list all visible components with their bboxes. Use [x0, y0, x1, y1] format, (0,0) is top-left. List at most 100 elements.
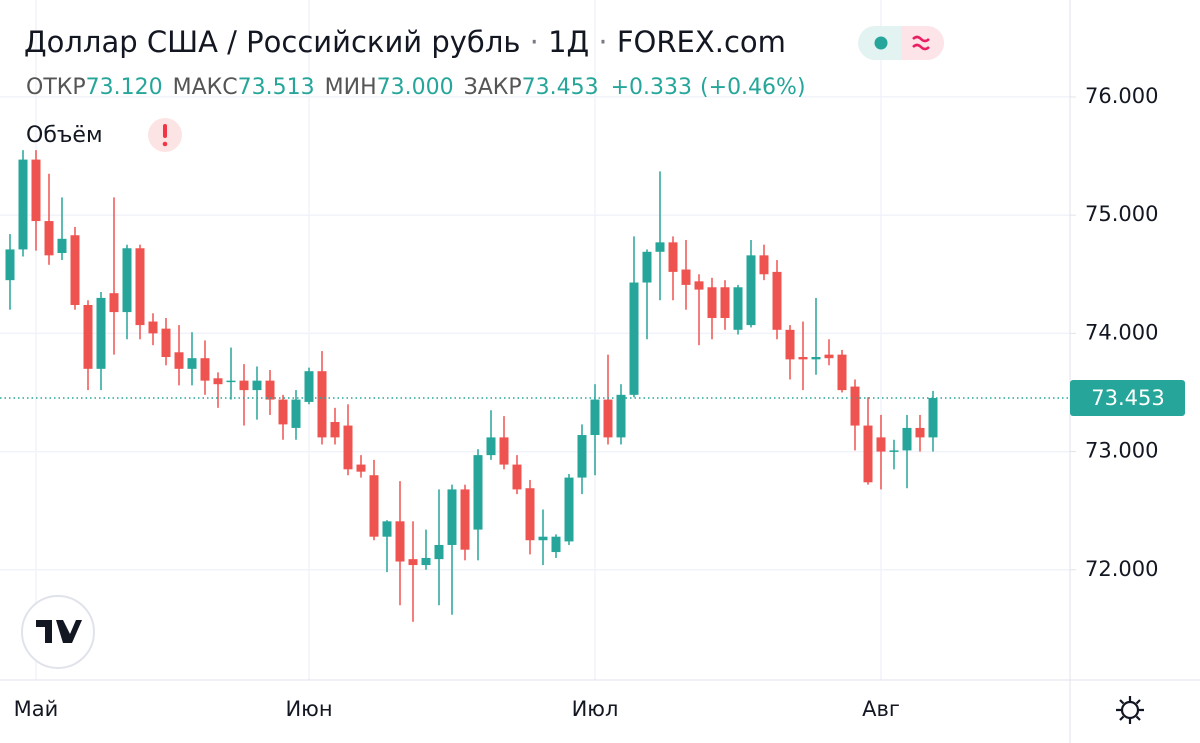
- separator: ·: [589, 25, 617, 59]
- value: 73.513: [238, 75, 315, 100]
- candle-body: [5, 249, 15, 281]
- x-tick-label: Июн: [285, 697, 332, 721]
- candle-body: [928, 398, 938, 438]
- candle-body: [902, 427, 912, 451]
- candle-body: [525, 488, 535, 541]
- warning-icon: [162, 141, 168, 147]
- candle-body: [876, 437, 886, 452]
- interval: 1Д: [548, 25, 589, 59]
- candle-body: [57, 238, 67, 253]
- separator: ·: [520, 25, 548, 59]
- candle-body: [239, 380, 249, 391]
- candle-body: [213, 378, 223, 385]
- candle-body: [759, 255, 769, 275]
- candle-body: [655, 242, 665, 252]
- candle-body: [915, 427, 925, 438]
- candle-body: [642, 251, 652, 283]
- source: FOREX.com: [617, 25, 786, 59]
- candle-body: [434, 544, 444, 560]
- y-tick-label: 72.000: [1085, 557, 1158, 581]
- change: +0.333: [611, 75, 692, 100]
- candle-body: [174, 352, 184, 369]
- candle-body: [317, 371, 327, 438]
- candle-body: [187, 358, 197, 369]
- pill-right[interactable]: [901, 26, 944, 60]
- candle-body: [330, 422, 340, 438]
- value: 73.453: [522, 75, 599, 100]
- candle-body: [447, 489, 457, 545]
- y-tick-label: 73.000: [1085, 439, 1158, 463]
- candle-body: [681, 269, 691, 285]
- candle-body: [603, 399, 613, 438]
- candle-body: [863, 425, 873, 483]
- candle-body: [668, 242, 678, 272]
- symbol: Доллар США / Российский рубль: [24, 25, 520, 59]
- gear-teeth: [1116, 696, 1144, 724]
- label: ОТКР: [26, 75, 86, 100]
- candle-body: [707, 287, 717, 318]
- y-tick-label: 75.000: [1085, 202, 1158, 226]
- candle-body: [135, 248, 145, 326]
- candle-body: [18, 159, 28, 250]
- x-tick-label: Май: [14, 697, 59, 721]
- ohlc-legend: ОТКР73.120 МАКС73.513 МИН73.000 ЗАКР73.453 +…: [26, 75, 806, 100]
- candle-body: [733, 287, 743, 330]
- volume-label: Объём: [26, 123, 103, 148]
- label: МАКС: [173, 75, 238, 100]
- label: ЗАКР: [464, 75, 522, 100]
- status-pill[interactable]: [858, 26, 944, 60]
- candle-body: [200, 358, 210, 381]
- candle-body: [850, 386, 860, 426]
- candles: [5, 150, 938, 622]
- candle-body: [226, 380, 236, 383]
- label: МИН: [325, 75, 377, 100]
- candle-body: [746, 255, 756, 326]
- candle-body: [824, 354, 834, 359]
- candle-body: [278, 399, 288, 425]
- candle-body: [473, 455, 483, 530]
- value: 73.000: [377, 75, 454, 100]
- candle-body: [122, 248, 132, 313]
- candle-body: [70, 235, 80, 305]
- candle-body: [96, 297, 106, 369]
- chart-title: Доллар США / Российский рубль · 1Д · FOR…: [24, 25, 786, 59]
- candle-body: [798, 357, 808, 360]
- candle-body: [629, 282, 639, 395]
- candle-body: [720, 287, 730, 318]
- x-tick-label: Авг: [862, 697, 900, 721]
- candle-body: [499, 437, 509, 465]
- candle-body: [837, 354, 847, 391]
- candle-body: [109, 293, 119, 313]
- delay-icon: [912, 35, 930, 51]
- candle-body: [148, 321, 158, 334]
- candle-body: [83, 304, 93, 369]
- y-tick-label: 74.000: [1085, 320, 1158, 344]
- candle-body: [343, 425, 353, 470]
- candle-body: [811, 357, 821, 360]
- logo-mark: [36, 620, 82, 643]
- value: 73.120: [86, 75, 163, 100]
- candle-body: [564, 477, 574, 542]
- candle-body: [694, 281, 704, 290]
- candle-body: [772, 271, 782, 330]
- candle-body: [590, 399, 600, 436]
- x-tick-label: Июл: [572, 697, 619, 721]
- candle-body: [291, 399, 301, 428]
- status-dot: [874, 36, 888, 50]
- candle-body: [369, 475, 379, 537]
- candle-body: [486, 437, 496, 456]
- settings-icon[interactable]: [1116, 696, 1144, 724]
- candle-body: [616, 394, 626, 438]
- logo[interactable]: [21, 595, 95, 669]
- gear[interactable]: [1120, 700, 1140, 720]
- candle-body: [421, 557, 431, 566]
- candle-body: [512, 464, 522, 490]
- candle-body: [304, 371, 314, 402]
- candle-body: [577, 435, 587, 478]
- candle-body: [538, 536, 548, 541]
- candle-body: [382, 521, 392, 537]
- candle-body: [408, 559, 418, 566]
